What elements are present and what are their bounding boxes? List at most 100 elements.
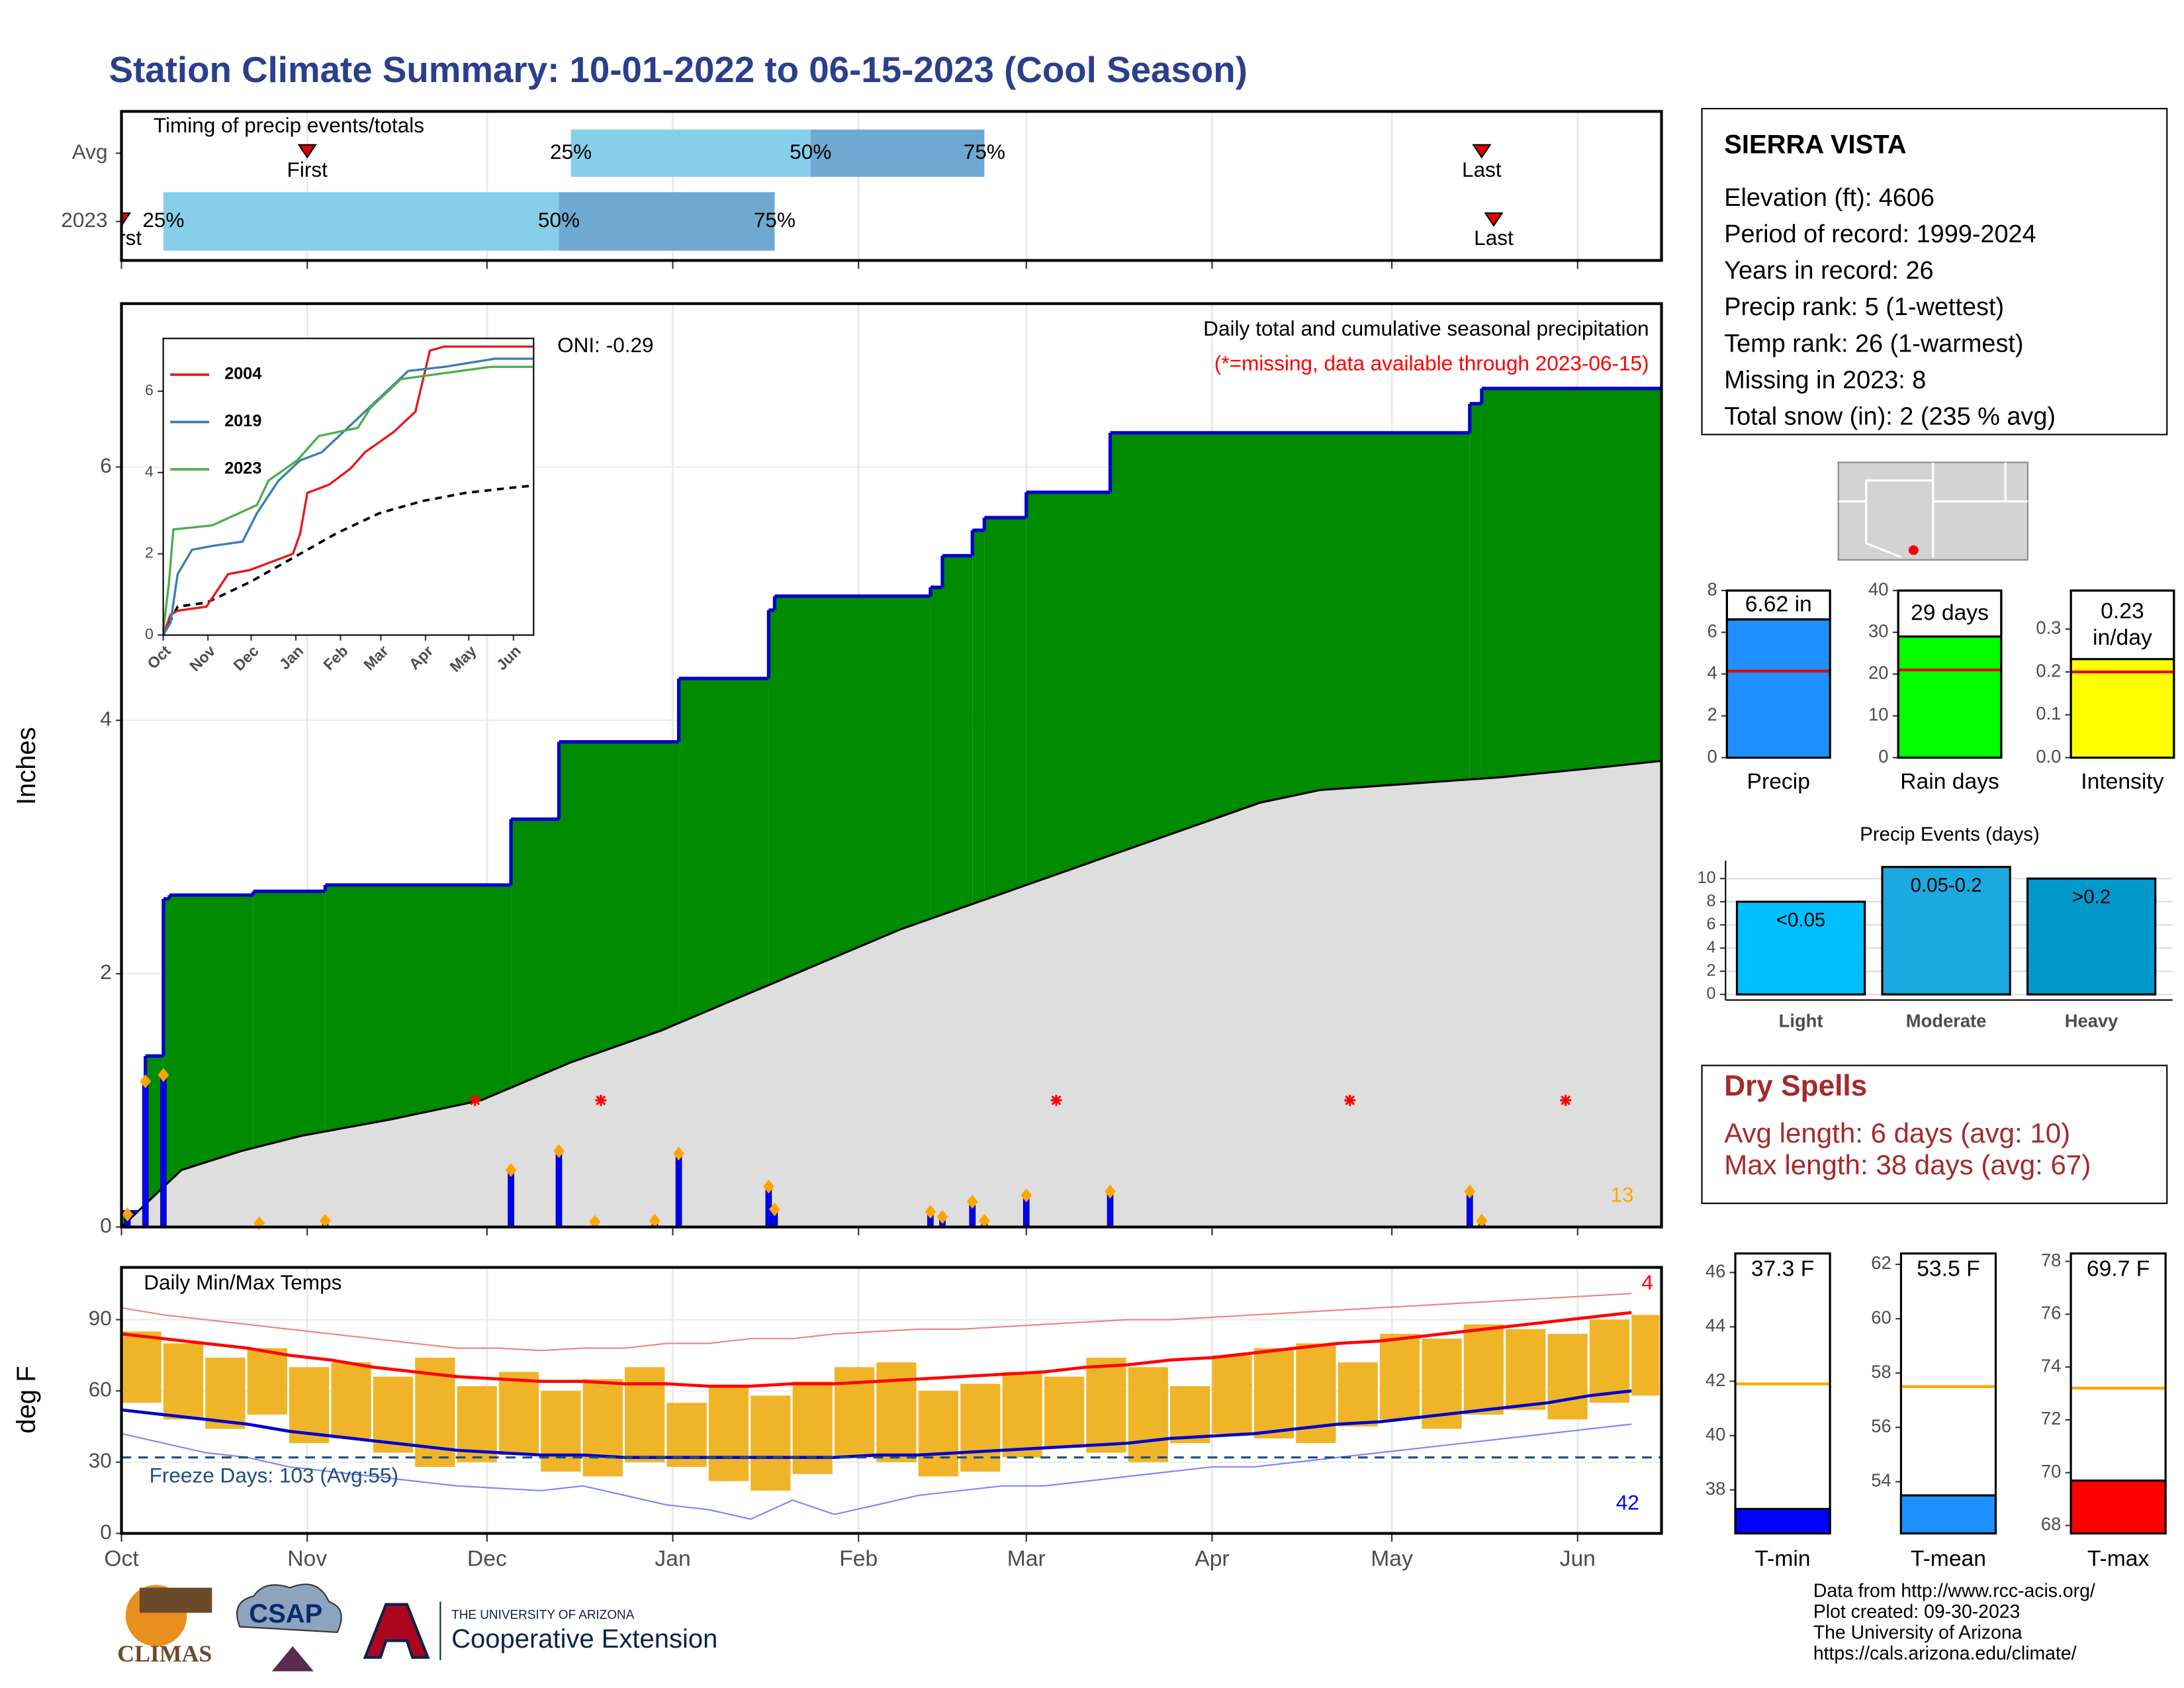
y-tick-label: 0.2 (2036, 660, 2061, 680)
x-tick-label: Apr (1195, 1546, 1229, 1571)
y-tick-label: 4 (1707, 663, 1717, 683)
missing-marker (469, 1094, 481, 1106)
temp-bar (1253, 1348, 1295, 1438)
temp-bar (1128, 1367, 1168, 1462)
quartile-bar (570, 129, 811, 177)
y-tick-label: 4 (145, 463, 154, 480)
daily-bar (508, 1169, 514, 1228)
temp-bar (1547, 1334, 1588, 1420)
footer-line: The University of Arizona (1813, 1622, 2023, 1643)
station-info: Elevation (ft): 4606 (1724, 184, 1934, 212)
station-info: Years in record: 26 (1724, 257, 1933, 285)
inset-line (162, 357, 534, 636)
event-bar (1881, 866, 2011, 996)
y-tick-label: 8 (1707, 892, 1716, 910)
event-marker (297, 144, 317, 159)
temp-bar (163, 1343, 204, 1420)
value-label: 53.5 F (1917, 1257, 1979, 1282)
y-tick-label: 58 (1871, 1361, 1891, 1382)
plot-frame (120, 302, 1663, 1229)
temp-bar (289, 1367, 330, 1444)
x-tick-label: Nov (287, 1546, 327, 1571)
event-label: First (101, 226, 142, 250)
x-tick-label: Feb (839, 1546, 878, 1571)
y-tick-label: 6 (145, 381, 154, 399)
temp-bar (1506, 1329, 1546, 1410)
y-tick-label: 78 (2041, 1250, 2061, 1270)
normal-min-line (121, 1389, 1632, 1459)
event-bar (2026, 877, 2157, 996)
temp-bar (541, 1391, 581, 1472)
station-name: SIERRA VISTA (1724, 130, 1906, 159)
y-tick-label: 74 (2041, 1355, 2061, 1376)
y-tick-label: 10 (1868, 704, 1888, 725)
y-tick-label: 30 (1868, 620, 1888, 641)
hot-count: 4 (1641, 1270, 1653, 1294)
x-tick-label: Jan (655, 1546, 690, 1571)
y-axis-label: Inches (12, 727, 41, 805)
y-tick-label: 0 (100, 1213, 112, 1237)
freeze-label: Freeze Days: 103 (Avg:55) (150, 1463, 398, 1487)
value-label: 69.7 F (2087, 1257, 2150, 1282)
temp-bar (247, 1348, 287, 1415)
y-tick-label: 0 (100, 1520, 112, 1544)
oni-label: ONI: -0.29 (557, 333, 654, 357)
temp-bar (1044, 1376, 1085, 1448)
category-label: T-max (2087, 1546, 2150, 1571)
x-tick-label: Dec (467, 1546, 507, 1571)
quartile-bar (163, 192, 559, 251)
cold-count: 42 (1616, 1491, 1639, 1515)
y-tick-label: 4 (1707, 938, 1716, 957)
dry-spells-line: Max length: 38 days (avg: 67) (1724, 1149, 2091, 1180)
plot-frame (2070, 589, 2175, 759)
y-tick-label: 0.0 (2036, 746, 2061, 767)
y-tick-label: 10 (1697, 868, 1715, 887)
count-label: 13 (1610, 1183, 1633, 1207)
daily-marker (966, 1194, 978, 1209)
y-tick-label: 0.3 (2036, 618, 2061, 638)
value-box (1725, 589, 1831, 621)
chart-title: Precip Events (days) (1860, 823, 2040, 845)
quartile-label: 25% (142, 208, 184, 232)
event-marker (121, 212, 132, 227)
temp-bar (751, 1395, 791, 1491)
category-label: Light (1779, 1011, 1823, 1031)
csap-logo: CSAP (236, 1583, 342, 1671)
temp-bar (498, 1372, 539, 1456)
ua-text: THE UNIVERSITY OF ARIZONA (451, 1609, 635, 1622)
x-tick-label: Jun (1560, 1546, 1596, 1571)
cumulative-step (768, 610, 775, 1227)
temp-bar (960, 1383, 1001, 1472)
cumulative-step (163, 898, 169, 1227)
missing-marker (1560, 1094, 1572, 1106)
x-tick-label: Mar (1007, 1546, 1046, 1571)
y-tick-label: 6 (1707, 915, 1716, 933)
y-tick-label: 40 (1868, 579, 1888, 599)
temp-bar (918, 1391, 958, 1477)
value-label: 29 days (1911, 601, 1989, 626)
missing-marker (1050, 1094, 1062, 1106)
quartile-label: 50% (538, 208, 580, 232)
chart-title: Daily total and cumulative seasonal prec… (1203, 316, 1649, 340)
locator-map (1837, 461, 2028, 561)
temp-bar (1212, 1355, 1252, 1434)
missing-marker (1344, 1094, 1356, 1106)
dry-spells-box (1701, 1064, 2168, 1204)
temp-bar (625, 1367, 665, 1462)
event-label: First (287, 158, 328, 181)
y-tick-label: 46 (1706, 1261, 1725, 1282)
y-tick-label: 4 (100, 707, 112, 731)
csap-text: CSAP (249, 1599, 322, 1628)
quartile-bar (559, 192, 775, 251)
category-label: Moderate (1906, 1011, 1987, 1031)
daily-bar (675, 1152, 682, 1228)
y-tick-label: 0 (145, 626, 154, 643)
y-tick-label: 2 (1707, 961, 1716, 980)
y-tick-label: 38 (1706, 1478, 1725, 1499)
temp-bar (1086, 1357, 1126, 1453)
climas-logo: CLIMAS (117, 1585, 212, 1667)
plot-frame (2070, 1252, 2167, 1535)
dry-spells-line: Avg length: 6 days (avg: 10) (1724, 1117, 2070, 1149)
y-tick-label: 6 (100, 453, 112, 477)
station-info: Missing in 2023: 8 (1724, 366, 1926, 394)
